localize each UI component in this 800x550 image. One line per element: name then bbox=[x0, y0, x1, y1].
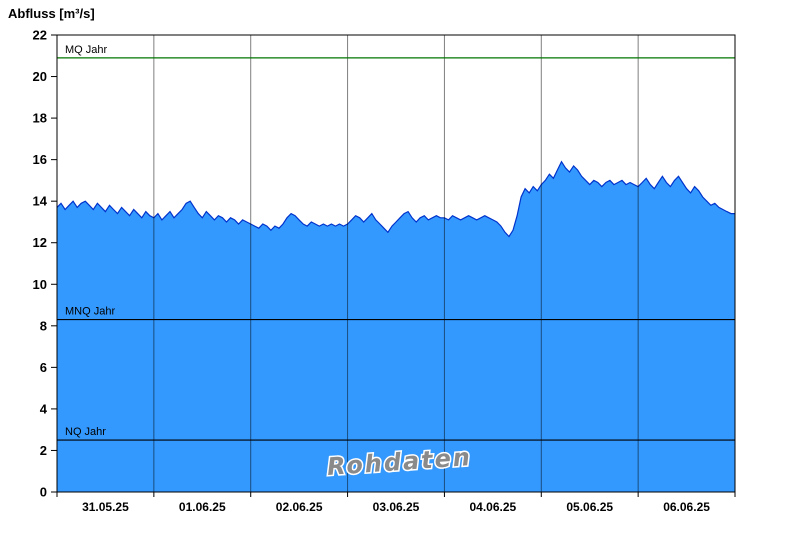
svg-text:16: 16 bbox=[33, 152, 47, 167]
svg-text:2: 2 bbox=[40, 443, 47, 458]
svg-text:12: 12 bbox=[33, 235, 47, 250]
svg-text:06.06.25: 06.06.25 bbox=[663, 500, 710, 514]
svg-text:6: 6 bbox=[40, 360, 47, 375]
svg-text:03.06.25: 03.06.25 bbox=[373, 500, 420, 514]
svg-text:NQ Jahr: NQ Jahr bbox=[65, 426, 106, 438]
svg-text:05.06.25: 05.06.25 bbox=[566, 500, 613, 514]
svg-text:MNQ Jahr: MNQ Jahr bbox=[65, 306, 115, 318]
svg-text:04.06.25: 04.06.25 bbox=[469, 500, 516, 514]
svg-text:18: 18 bbox=[33, 111, 47, 126]
svg-text:31.05.25: 31.05.25 bbox=[82, 500, 129, 514]
svg-text:10: 10 bbox=[33, 277, 47, 292]
svg-text:0: 0 bbox=[40, 485, 47, 500]
svg-text:14: 14 bbox=[33, 194, 48, 209]
svg-text:22: 22 bbox=[33, 28, 47, 43]
svg-text:02.06.25: 02.06.25 bbox=[276, 500, 323, 514]
y-axis-title: Abfluss [m³/s] bbox=[8, 6, 95, 21]
svg-text:MQ Jahr: MQ Jahr bbox=[65, 44, 108, 56]
svg-text:4: 4 bbox=[40, 401, 48, 416]
svg-text:01.06.25: 01.06.25 bbox=[179, 500, 226, 514]
svg-text:8: 8 bbox=[40, 318, 47, 333]
svg-text:20: 20 bbox=[33, 69, 47, 84]
